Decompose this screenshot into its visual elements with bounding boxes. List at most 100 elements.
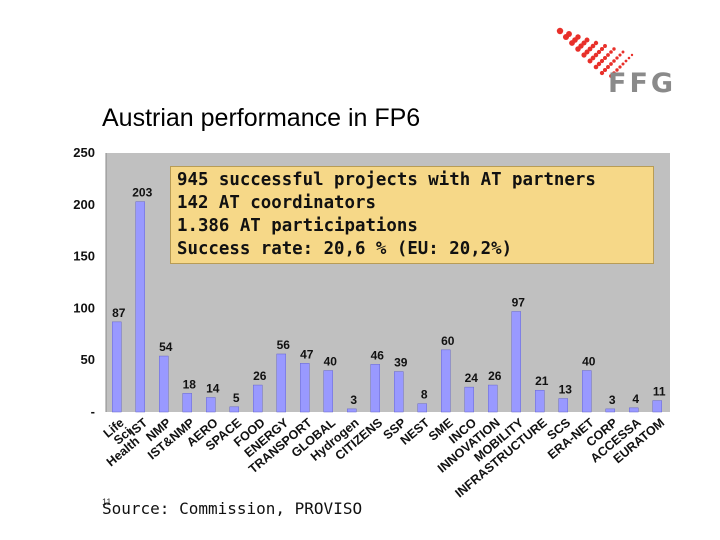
bar-value-label: 47 <box>300 347 314 361</box>
bar <box>394 371 404 413</box>
logo-dot <box>615 68 619 72</box>
bar <box>629 407 639 413</box>
logo-dot <box>587 46 593 52</box>
page-number: 11 <box>102 497 112 507</box>
bar-value-label: 203 <box>132 186 152 200</box>
logo-dot <box>606 53 610 57</box>
logo-dot <box>609 62 613 66</box>
bar <box>347 408 357 413</box>
bar <box>206 397 216 413</box>
y-tick-label: 200 <box>73 197 95 212</box>
logo-dot <box>621 62 625 66</box>
page-title: Austrian performance in FP6 <box>102 104 421 132</box>
bar <box>488 384 498 413</box>
logo-dot <box>603 56 607 60</box>
logo-dot <box>615 56 619 60</box>
bar <box>159 355 169 413</box>
bar <box>464 386 474 413</box>
logo-dot <box>630 53 634 57</box>
logo-dot <box>575 46 581 52</box>
bar-value-label: 14 <box>206 381 220 395</box>
bar-value-label: 5 <box>233 391 240 405</box>
bar <box>323 370 333 413</box>
bar <box>417 403 427 413</box>
bar-value-label: 56 <box>277 338 291 352</box>
bar-value-label: 3 <box>609 393 616 407</box>
logo-dot <box>590 43 596 49</box>
bar <box>652 400 662 413</box>
summary-box: 945 successful projects with AT partners… <box>170 166 654 264</box>
logo-dot <box>602 67 608 73</box>
logo-dot <box>599 46 605 52</box>
bar-value-label: 18 <box>183 377 197 391</box>
bar-value-label: 13 <box>559 383 573 397</box>
bar <box>276 353 286 413</box>
logo-dot <box>593 52 599 58</box>
summary-line-participations: 1.386 AT participations <box>177 216 418 236</box>
bar <box>558 398 568 413</box>
logo-dot <box>581 52 587 58</box>
bar <box>229 406 239 413</box>
ffg-brand-name: FFG <box>608 68 677 99</box>
logo-dot <box>618 53 622 57</box>
bar <box>112 321 122 413</box>
logo-dot <box>603 44 607 48</box>
summary-line-coordinators: 142 AT coordinators <box>177 193 376 213</box>
bar <box>511 311 521 413</box>
logo-dot <box>606 65 610 69</box>
logo-dot <box>612 59 616 63</box>
bar-value-label: 39 <box>394 356 408 370</box>
bar-value-label: 26 <box>253 369 267 383</box>
bar-value-label: 60 <box>441 334 455 348</box>
logo-dot <box>562 33 570 41</box>
bar-value-label: 87 <box>112 306 126 320</box>
bar-value-label: 24 <box>465 371 479 385</box>
bar-value-label: 40 <box>324 355 338 369</box>
logo-dot <box>627 56 631 60</box>
bar <box>135 201 145 413</box>
y-tick-label: 150 <box>73 249 95 264</box>
y-tick-label: 100 <box>73 300 95 315</box>
bar <box>300 363 310 413</box>
bar <box>182 393 192 413</box>
bar <box>605 408 615 413</box>
y-tick-label: - <box>91 404 95 419</box>
logo-dot <box>624 59 628 63</box>
summary-line-projects: 945 successful projects with AT partners <box>177 170 596 190</box>
logo-dot <box>612 47 616 51</box>
bar <box>535 389 545 413</box>
logo-dot <box>621 50 625 54</box>
logo-dot <box>612 71 616 75</box>
bar-value-label: 54 <box>159 340 173 354</box>
bar <box>582 370 592 413</box>
logo-dot <box>593 40 599 46</box>
logo-dot <box>556 27 564 35</box>
y-tick-label: 250 <box>73 145 95 160</box>
logo-dot <box>569 40 575 46</box>
bar-value-label: 26 <box>488 369 502 383</box>
source-note: Source: Commission, PROVISO <box>102 499 363 518</box>
bar <box>370 364 380 413</box>
y-tick-label: 50 <box>81 352 95 367</box>
bar <box>253 384 263 413</box>
logo-dot <box>587 58 593 64</box>
bar-value-label: 46 <box>371 348 385 362</box>
bar-value-label: 40 <box>582 355 596 369</box>
bar-value-label: 3 <box>350 393 357 407</box>
logo-dot <box>596 49 602 55</box>
logo-dot <box>609 50 613 54</box>
logo-dot <box>593 64 599 70</box>
logo-dot <box>609 74 613 78</box>
logo-dot <box>590 55 596 61</box>
ffg-logo <box>556 27 634 78</box>
bar-value-label: 21 <box>535 374 549 388</box>
bar-value-label: 97 <box>512 296 526 310</box>
logo-dot <box>599 70 605 76</box>
bar-value-label: 11 <box>653 385 666 399</box>
logo-dot <box>599 58 605 64</box>
summary-line-success-rate: Success rate: 20,6 % (EU: 20,2%) <box>177 239 513 259</box>
logo-dot <box>618 65 622 69</box>
bar <box>441 349 451 413</box>
logo-dot <box>596 61 602 67</box>
bar-value-label: 8 <box>421 388 428 402</box>
